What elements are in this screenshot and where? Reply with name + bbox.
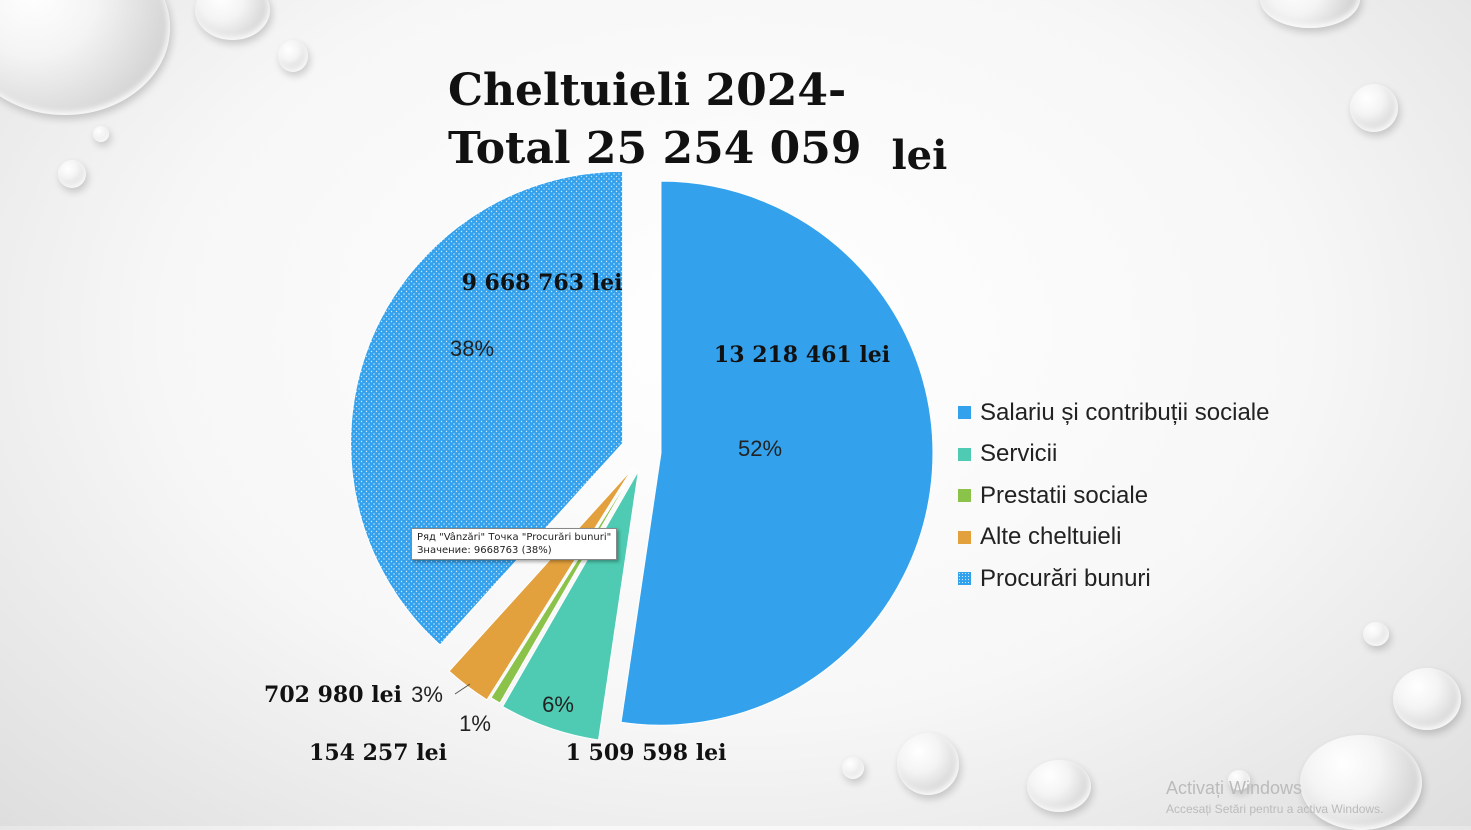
percent-label-prestatii-sociale: 1%	[459, 711, 491, 736]
legend-swatch-procurari-bunuri	[958, 572, 971, 586]
value-label-salariu-si-contributii-sociale: 13 218 461 lei	[714, 342, 890, 368]
chart-legend: Salariu și contribuții sociale Servicii Pr…	[958, 392, 1269, 600]
water-drop-decoration	[842, 757, 864, 779]
legend-swatch-servicii	[958, 447, 971, 461]
legend-item-alte-cheltuieli[interactable]: Alte cheltuieli	[958, 517, 1269, 559]
legend-swatch-salariu-si-contributii-sociale	[958, 406, 971, 420]
value-label-alte-cheltuieli: 702 980 lei	[264, 682, 402, 708]
legend-label-prestatii-sociale: Prestatii sociale	[980, 481, 1149, 509]
water-drop-decoration	[58, 160, 86, 188]
legend-item-prestatii-sociale[interactable]: Prestatii sociale	[958, 475, 1269, 517]
chart-title: Cheltuieli 2024- Total 25 254 059 lei	[448, 62, 947, 179]
tooltip-line1: Ряд "Vânzări" Точка "Procurări bunuri"	[417, 532, 612, 543]
water-drop-decoration	[1363, 622, 1389, 646]
chart-title-line2: Total 25 254 059	[448, 123, 862, 174]
value-label-prestatii-sociale: 154 257 lei	[309, 740, 447, 766]
water-drop-decoration	[1300, 735, 1422, 830]
percent-label-procurari-bunuri: 38%	[450, 336, 494, 361]
legend-label-servicii: Servicii	[980, 440, 1058, 468]
windows-activation-watermark: Activați Windows Accesați Setări pentru …	[1166, 778, 1383, 816]
legend-label-salariu-si-contributii-sociale: Salariu și contribuții sociale	[980, 398, 1270, 426]
pie-slice-procurari-bunuri[interactable]	[350, 170, 624, 646]
chart-tooltip: Ряд "Vânzări" Точка "Procurări bunuri" З…	[411, 528, 618, 560]
tooltip-line2: Значение: 9668763 (38%)	[417, 545, 552, 556]
water-drop-decoration	[1393, 668, 1461, 730]
value-label-procurari-bunuri: 9 668 763 lei	[462, 270, 623, 296]
legend-item-servicii[interactable]: Servicii	[958, 434, 1269, 476]
percent-label-alte-cheltuieli: 3%	[411, 682, 443, 707]
water-drop-decoration	[897, 733, 959, 795]
legend-swatch-alte-cheltuieli	[958, 530, 971, 544]
percent-label-salariu-si-contributii-sociale: 52%	[738, 436, 782, 461]
watermark-line1: Activați Windows	[1166, 778, 1303, 798]
chart-title-unit: lei	[891, 132, 948, 179]
legend-item-salariu-si-contributii-sociale[interactable]: Salariu și contribuții sociale	[958, 392, 1269, 434]
water-drop-decoration	[93, 126, 109, 142]
value-label-servicii: 1 509 598 lei	[566, 740, 727, 766]
pie-slice-prestatii-sociale[interactable]	[490, 467, 637, 704]
legend-swatch-prestatii-sociale	[958, 489, 971, 503]
watermark-line2: Accesați Setări pentru a activa Windows.	[1166, 802, 1384, 816]
legend-item-procurari-bunuri[interactable]: Procurări bunuri	[958, 558, 1269, 600]
water-drop-decoration	[278, 40, 308, 72]
chart-title-line1: Cheltuieli 2024-	[448, 65, 847, 116]
water-drop-decoration	[1350, 84, 1398, 132]
pie-slice-salariu-si-contributii-sociale[interactable]	[620, 180, 934, 726]
water-drop-decoration	[1228, 770, 1250, 790]
water-drop-decoration	[1027, 760, 1091, 812]
leader-line-alte-cheltuieli	[454, 683, 471, 695]
legend-label-procurari-bunuri: Procurări bunuri	[980, 564, 1151, 592]
percent-label-servicii: 6%	[542, 692, 574, 717]
legend-label-alte-cheltuieli: Alte cheltuieli	[980, 523, 1122, 551]
